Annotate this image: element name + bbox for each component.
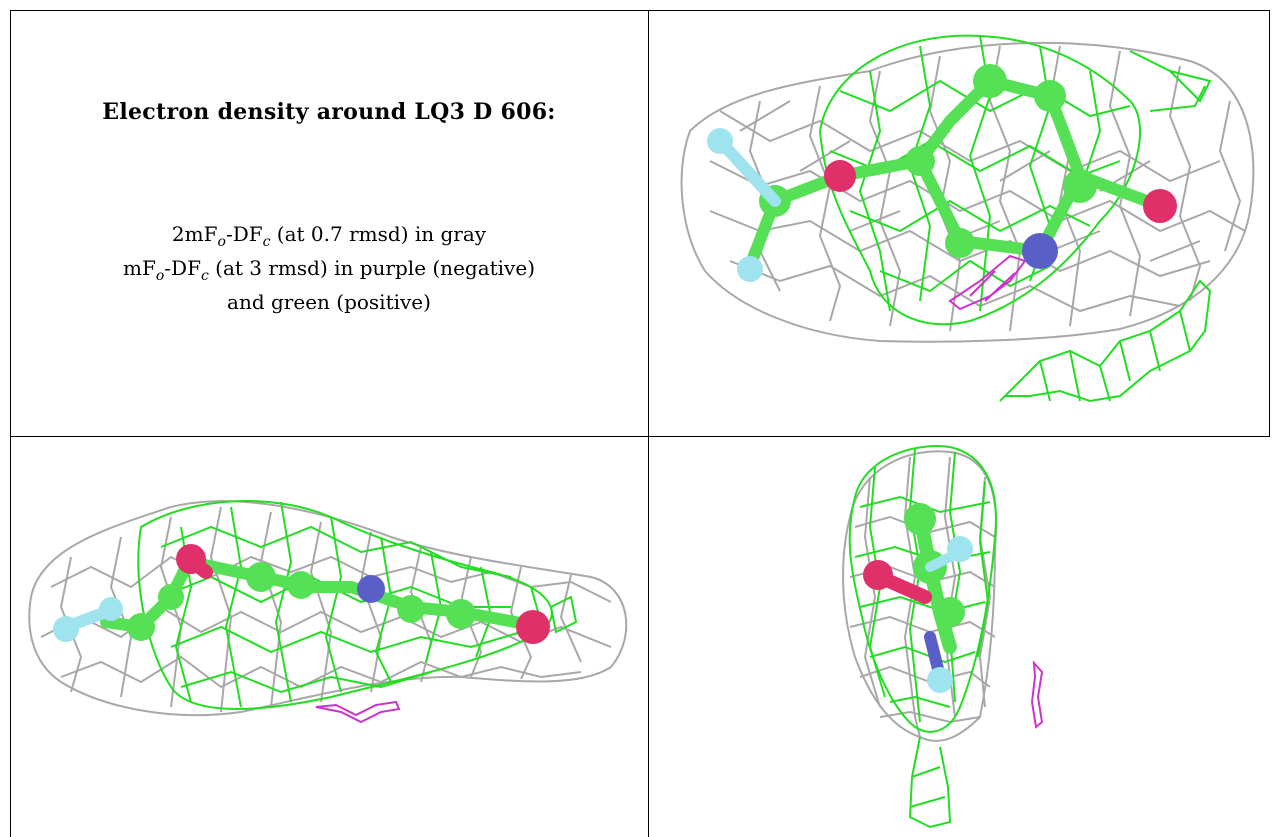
ligand-model (863, 503, 973, 693)
figure-legend: 2mFo-DFc (at 0.7 rmsd) in gray mFo-DFc (… (11, 221, 647, 315)
caption-panel: Electron density around LQ3 D 606: 2mFo-… (11, 11, 647, 435)
divider-middle (10, 436, 1270, 437)
density-view-end (650, 437, 1268, 837)
density-view-side-image (28, 500, 628, 724)
density-view-top (650, 11, 1268, 435)
figure-grid (10, 10, 1270, 837)
legend-line-2fofc: 2mFo-DFc (at 0.7 rmsd) in gray (171, 222, 487, 250)
divider-left (10, 10, 11, 837)
ligand-model (707, 64, 1177, 282)
purple-mesh (315, 700, 401, 724)
divider-right (1269, 10, 1270, 437)
density-view-top-image (680, 34, 1255, 403)
density-view-end-image (842, 445, 1044, 829)
density-view-side (11, 437, 647, 837)
ligand-model (53, 544, 550, 644)
green-mesh (137, 500, 578, 710)
divider-top (10, 10, 1270, 11)
green-mesh (848, 445, 997, 829)
purple-mesh (1030, 660, 1044, 729)
legend-line-fofc: mFo-DFc (at 3 rmsd) in purple (negative) (123, 256, 535, 284)
legend-line-positive: and green (positive) (227, 290, 431, 314)
divider-center (648, 10, 649, 837)
purple-mesh (948, 254, 1027, 311)
figure-title: Electron density around LQ3 D 606: (102, 99, 556, 125)
